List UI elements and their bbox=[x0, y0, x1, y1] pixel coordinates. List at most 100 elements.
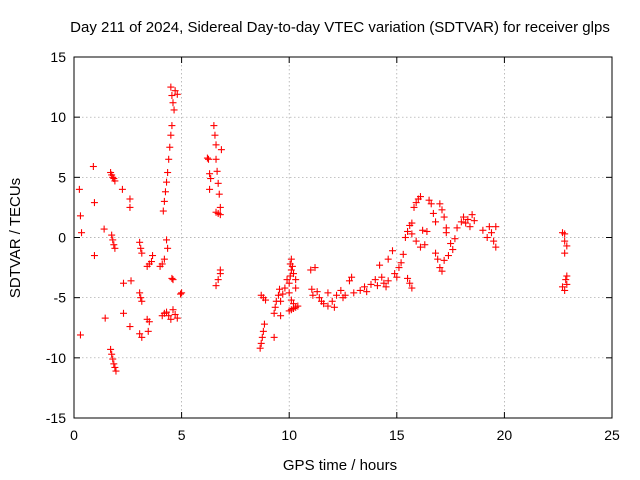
x-tick-label: 5 bbox=[178, 427, 186, 443]
data-point bbox=[561, 230, 569, 238]
data-point bbox=[90, 199, 98, 207]
data-point bbox=[436, 200, 444, 208]
data-point bbox=[412, 199, 420, 207]
data-point bbox=[145, 318, 153, 326]
data-point bbox=[108, 350, 116, 358]
data-point bbox=[324, 302, 332, 310]
data-point bbox=[466, 223, 474, 231]
data-point bbox=[274, 291, 282, 299]
data-point bbox=[308, 285, 316, 293]
data-point bbox=[216, 211, 224, 219]
data-point bbox=[270, 309, 278, 317]
axis-ticks: 0 5 10 15 20 25 -15 -10 -5 0 5 10 15 bbox=[46, 49, 620, 443]
y-tick-label: 10 bbox=[50, 109, 66, 125]
data-point bbox=[167, 315, 175, 323]
data-point bbox=[412, 237, 420, 245]
data-point bbox=[436, 264, 444, 272]
data-point bbox=[397, 259, 405, 267]
data-point bbox=[167, 83, 175, 91]
data-point bbox=[207, 175, 215, 183]
data-point bbox=[173, 314, 181, 322]
data-point bbox=[271, 303, 279, 311]
data-point bbox=[408, 230, 416, 238]
data-point bbox=[419, 226, 427, 234]
data-point bbox=[76, 212, 84, 220]
data-point bbox=[440, 213, 448, 221]
data-point bbox=[168, 122, 176, 130]
data-point bbox=[470, 217, 478, 225]
data-point bbox=[563, 272, 571, 280]
data-point bbox=[260, 320, 268, 328]
data-point bbox=[203, 154, 211, 162]
data-point bbox=[216, 266, 224, 274]
data-point bbox=[89, 163, 97, 171]
plot-frame bbox=[73, 56, 613, 419]
data-point bbox=[214, 276, 222, 284]
data-point bbox=[457, 218, 465, 226]
x-axis-label: GPS time / hours bbox=[283, 457, 397, 474]
data-point bbox=[136, 289, 144, 297]
data-point bbox=[337, 286, 345, 294]
data-point bbox=[276, 285, 284, 293]
data-point bbox=[395, 264, 403, 272]
data-point bbox=[462, 219, 470, 227]
data-point bbox=[270, 333, 278, 341]
data-point bbox=[561, 249, 569, 257]
data-point bbox=[76, 331, 84, 339]
y-tick-label: 15 bbox=[50, 49, 66, 65]
data-point bbox=[287, 266, 295, 274]
data-point bbox=[348, 273, 356, 281]
x-tick-label: 25 bbox=[604, 427, 620, 443]
data-point bbox=[561, 286, 569, 294]
data-point bbox=[164, 244, 172, 252]
data-point bbox=[138, 249, 146, 257]
data-point bbox=[378, 273, 386, 281]
data-point bbox=[290, 270, 298, 278]
x-tick-label: 10 bbox=[281, 427, 297, 443]
data-point bbox=[285, 279, 293, 287]
data-point bbox=[215, 190, 223, 198]
data-point bbox=[562, 276, 570, 284]
data-point bbox=[279, 290, 287, 298]
data-point bbox=[311, 264, 319, 272]
data-point bbox=[350, 289, 358, 297]
data-point bbox=[126, 203, 134, 211]
data-point bbox=[438, 267, 446, 275]
data-point bbox=[111, 363, 119, 371]
data-point bbox=[178, 289, 186, 297]
data-point bbox=[171, 87, 179, 95]
data-point bbox=[307, 266, 315, 274]
y-axis-label: SDTVAR / TECUs bbox=[7, 178, 24, 298]
data-point bbox=[163, 308, 171, 316]
data-point bbox=[438, 206, 446, 214]
data-point bbox=[167, 131, 175, 139]
data-point bbox=[427, 200, 435, 208]
data-point bbox=[425, 196, 433, 204]
data-point bbox=[211, 131, 219, 139]
data-point bbox=[111, 177, 119, 185]
data-point bbox=[313, 288, 321, 296]
data-point bbox=[294, 302, 302, 310]
data-point bbox=[559, 283, 567, 291]
grid-lines bbox=[74, 57, 612, 418]
data-point bbox=[169, 99, 177, 107]
data-point bbox=[281, 284, 289, 292]
data-point bbox=[166, 143, 174, 151]
data-point bbox=[285, 289, 293, 297]
data-point bbox=[138, 297, 146, 305]
data-point bbox=[168, 92, 176, 100]
data-point bbox=[408, 219, 416, 227]
data-point bbox=[90, 252, 98, 260]
data-point bbox=[384, 277, 392, 285]
data-point bbox=[165, 155, 173, 163]
data-point bbox=[177, 290, 185, 298]
data-point bbox=[160, 197, 168, 205]
data-point bbox=[259, 327, 267, 335]
data-point bbox=[393, 273, 401, 281]
data-point bbox=[75, 185, 83, 193]
data-point bbox=[320, 300, 328, 308]
data-point bbox=[100, 225, 108, 233]
data-point bbox=[434, 255, 442, 263]
data-point bbox=[451, 235, 459, 243]
